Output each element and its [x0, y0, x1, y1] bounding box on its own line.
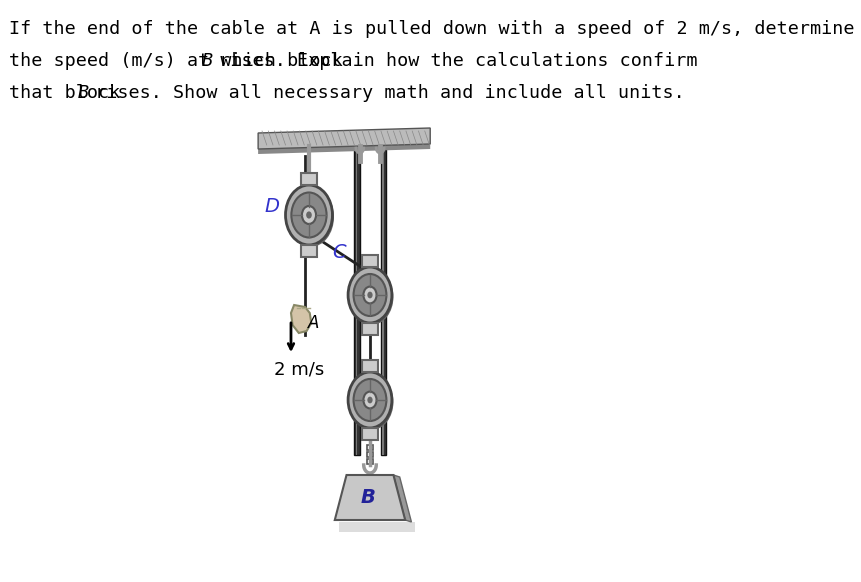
Bar: [356, 146, 357, 455]
Circle shape: [348, 372, 392, 428]
Polygon shape: [258, 128, 430, 149]
Text: B: B: [361, 488, 376, 507]
Bar: [381, 146, 387, 455]
Polygon shape: [393, 475, 412, 522]
Circle shape: [363, 286, 376, 303]
Text: If the end of the cable at A is pulled down with a speed of 2 m/s, determine: If the end of the cable at A is pulled d…: [9, 20, 855, 38]
Circle shape: [350, 374, 393, 430]
Text: D: D: [264, 197, 279, 217]
Text: that block: that block: [9, 84, 132, 102]
Bar: [382, 146, 384, 455]
Circle shape: [363, 392, 376, 409]
Circle shape: [287, 187, 334, 247]
Text: A: A: [307, 314, 319, 332]
Circle shape: [354, 274, 387, 316]
Bar: [367, 445, 373, 450]
Text: C: C: [332, 243, 346, 262]
Text: 2 m/s: 2 m/s: [274, 360, 324, 378]
Circle shape: [307, 211, 312, 219]
Circle shape: [368, 292, 373, 299]
Bar: [367, 459, 373, 464]
Circle shape: [291, 193, 326, 237]
Text: rises. Show all necessary math and include all units.: rises. Show all necessary math and inclu…: [84, 84, 684, 102]
Circle shape: [350, 269, 393, 325]
Bar: [355, 146, 360, 455]
Circle shape: [368, 397, 373, 403]
Bar: [301, 245, 317, 257]
Polygon shape: [258, 144, 430, 154]
Polygon shape: [339, 522, 414, 532]
Polygon shape: [291, 305, 312, 333]
Circle shape: [354, 379, 387, 421]
Text: B: B: [77, 84, 89, 102]
Bar: [301, 173, 317, 185]
Bar: [362, 255, 378, 267]
Text: rises. Explain how the calculations confirm: rises. Explain how the calculations conf…: [208, 52, 697, 70]
Circle shape: [302, 206, 316, 224]
Bar: [362, 323, 378, 335]
Bar: [367, 452, 373, 457]
Text: the speed (m/s) at which block: the speed (m/s) at which block: [9, 52, 354, 70]
Bar: [362, 428, 378, 440]
Circle shape: [348, 267, 392, 323]
Circle shape: [286, 185, 332, 245]
Text: B: B: [201, 52, 213, 70]
Bar: [362, 360, 378, 372]
Polygon shape: [335, 475, 406, 520]
